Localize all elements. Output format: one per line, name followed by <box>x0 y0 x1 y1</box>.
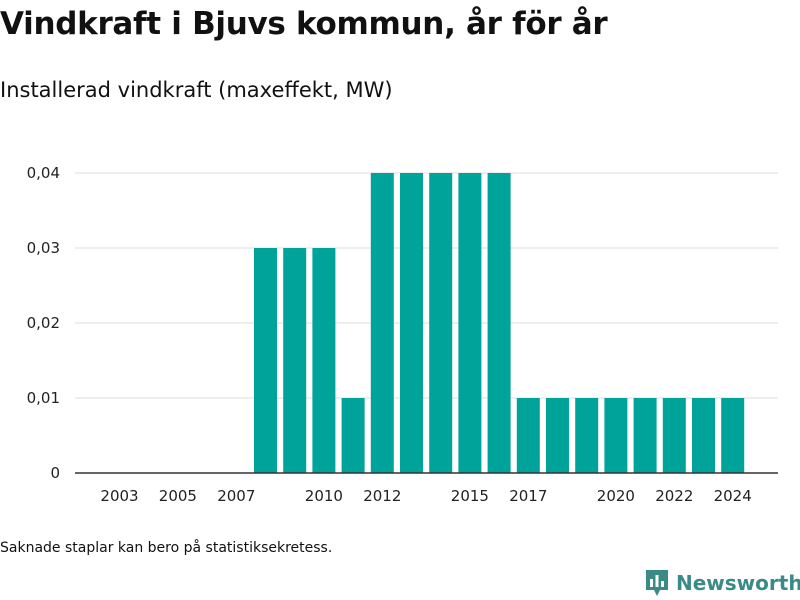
bar-2018 <box>546 398 569 473</box>
bars <box>254 173 745 473</box>
bar-2010 <box>312 248 336 473</box>
chart-title: Vindkraft i Bjuvs kommun, år för år <box>0 6 608 42</box>
x-tick-label: 2017 <box>509 487 547 505</box>
bar-2009 <box>283 248 307 473</box>
bar-2021 <box>633 398 657 473</box>
bar-2020 <box>604 398 628 473</box>
bar-2022 <box>662 398 686 473</box>
y-axis-ticks: 0 0,01 0,02 0,03 0,04 <box>27 164 60 482</box>
y-tick-label: 0,01 <box>27 389 60 407</box>
bar-2024 <box>721 398 745 473</box>
bar-2013 <box>400 173 423 473</box>
newsworthy-logo-icon <box>646 570 668 596</box>
bar-2014 <box>429 173 453 473</box>
x-axis-ticks: 2003 2005 2007 2010 2012 2015 2017 2020 2022 2024 <box>100 487 751 505</box>
x-tick-label: 2010 <box>305 487 343 505</box>
y-tick-label: 0 <box>50 464 60 482</box>
bar-2012 <box>370 173 394 473</box>
bar-chart: 00,010,020,030,04 2003 2005 2007 2010 2012 20… <box>27 164 778 505</box>
chart-subtitle: Installerad vindkraft (maxeffekt, MW) <box>0 78 393 102</box>
x-tick-label: 2020 <box>597 487 635 505</box>
y-tick-label: 0,04 <box>27 164 60 182</box>
x-tick-label: 2005 <box>159 487 197 505</box>
bar-2019 <box>575 398 599 473</box>
x-tick-label: 2015 <box>451 487 489 505</box>
y-tick-label: 0,02 <box>27 314 60 332</box>
x-tick-label: 2003 <box>100 487 138 505</box>
brand-logo: Newsworthy <box>644 568 800 598</box>
bar-2015 <box>458 173 482 473</box>
x-tick-label: 2012 <box>363 487 401 505</box>
x-tick-label: 2022 <box>655 487 693 505</box>
bar-2023 <box>692 398 715 473</box>
bar-2017 <box>516 398 540 473</box>
y-tick-label: 0,03 <box>27 239 60 257</box>
bar-2008 <box>254 248 277 473</box>
bar-2011 <box>341 398 365 473</box>
gridlines <box>75 172 778 399</box>
x-tick-label: 2007 <box>217 487 255 505</box>
bar-2016 <box>487 173 511 473</box>
x-tick-label: 2024 <box>714 487 752 505</box>
brand-name: Newsworthy <box>676 571 800 595</box>
footnote: Saknade staplar kan bero på statistiksek… <box>0 540 333 556</box>
